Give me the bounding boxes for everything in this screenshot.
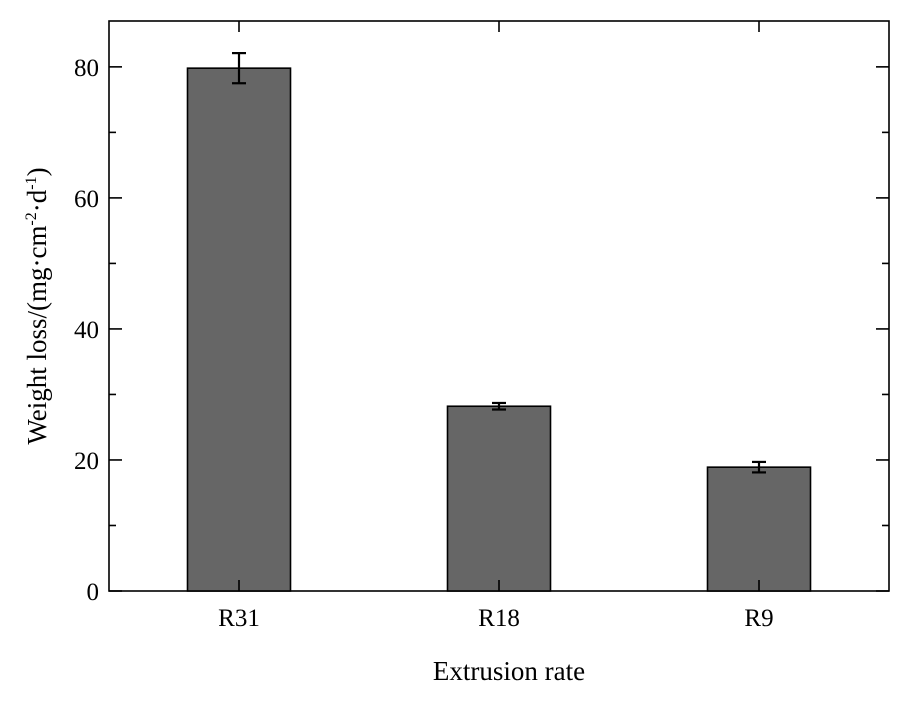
y-axis: 0 20 40 60 80 — [74, 55, 889, 606]
x-tick-label-r9: R9 — [744, 605, 773, 632]
y-tick-label-60: 60 — [74, 186, 99, 213]
x-axis: R31 R18 R9 — [218, 21, 774, 632]
x-tick-label-r18: R18 — [478, 605, 520, 632]
y-axis-title: Weight loss/(mg·cm-2·d-1) — [22, 167, 52, 444]
y-tick-label-40: 40 — [74, 317, 99, 344]
error-bars-layer — [232, 52, 766, 474]
bar-r18 — [446, 405, 552, 592]
bar-r9 — [706, 466, 812, 592]
x-tick-label-r31: R31 — [218, 605, 260, 632]
bars-layer — [186, 67, 812, 592]
y-tick-label-20: 20 — [74, 448, 99, 475]
x-axis-title: Extrusion rate — [433, 656, 585, 686]
bar-r31 — [186, 67, 292, 592]
y-tick-label-80: 80 — [74, 55, 99, 82]
y-tick-label-0: 0 — [87, 579, 100, 606]
